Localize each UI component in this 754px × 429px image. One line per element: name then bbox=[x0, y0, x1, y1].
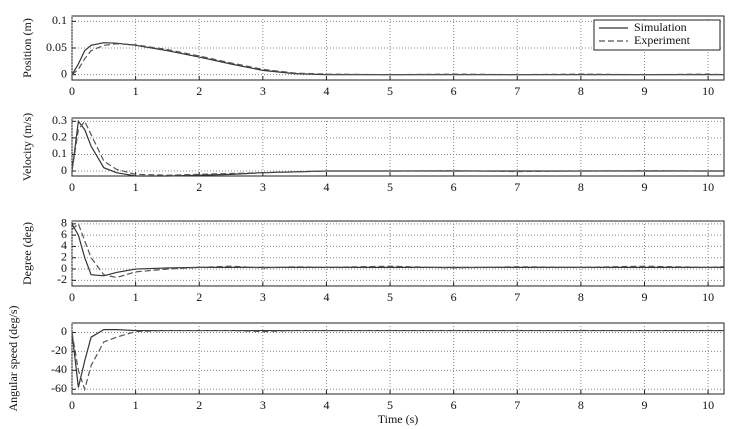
x-tick-label: 1 bbox=[133, 84, 139, 98]
y-tick-label: 0.3 bbox=[52, 113, 67, 127]
y-tick-label: 8 bbox=[61, 216, 67, 230]
x-tick-label: 4 bbox=[323, 398, 329, 412]
series-line bbox=[71, 119, 724, 177]
x-tick-label: 0 bbox=[69, 290, 75, 304]
x-tick-label: 6 bbox=[451, 290, 457, 304]
x-tick-label: 8 bbox=[578, 180, 584, 194]
x-tick-label: 9 bbox=[641, 290, 647, 304]
x-tick-label: 1 bbox=[133, 398, 139, 412]
x-tick-label: 4 bbox=[323, 180, 329, 194]
x-tick-label: 5 bbox=[387, 84, 393, 98]
y-tick-label: 0 bbox=[61, 261, 67, 275]
x-tick-label: 7 bbox=[514, 398, 520, 412]
x-tick-label: 0 bbox=[69, 398, 75, 412]
y-tick-label: -40 bbox=[51, 362, 67, 376]
x-tick-label: 2 bbox=[196, 84, 202, 98]
x-tick-label: 3 bbox=[260, 84, 266, 98]
plot-frame bbox=[71, 220, 725, 287]
x-tick-label: 5 bbox=[387, 290, 393, 304]
y-tick-label: 0.1 bbox=[52, 13, 67, 27]
x-tick-label: 2 bbox=[196, 180, 202, 194]
x-tick-label: 2 bbox=[196, 290, 202, 304]
x-tick-label: 6 bbox=[451, 84, 457, 98]
x-tick-label: 4 bbox=[323, 84, 329, 98]
x-tick-label: 3 bbox=[260, 290, 266, 304]
y-tick-label: 0 bbox=[61, 324, 67, 338]
x-tick-label: 3 bbox=[260, 398, 266, 412]
y-axis-label: Angular speed (deg/s) bbox=[6, 306, 20, 412]
series-line bbox=[71, 329, 724, 392]
x-tick-label: 3 bbox=[260, 180, 266, 194]
x-tick-label: 10 bbox=[702, 84, 714, 98]
y-tick-label: 4 bbox=[61, 238, 67, 252]
x-tick-label: 8 bbox=[578, 398, 584, 412]
x-tick-label: 7 bbox=[514, 180, 520, 194]
x-tick-label: 6 bbox=[451, 180, 457, 194]
legend-label: Experiment bbox=[634, 33, 691, 47]
x-tick-label: 6 bbox=[451, 398, 457, 412]
x-tick-label: 8 bbox=[578, 290, 584, 304]
x-tick-label: 1 bbox=[133, 290, 139, 304]
legend-box bbox=[593, 19, 721, 51]
legend-label: Simulation bbox=[634, 20, 687, 34]
y-tick-label: 0.2 bbox=[52, 130, 67, 144]
x-tick-label: 7 bbox=[514, 84, 520, 98]
x-tick-label: 8 bbox=[578, 84, 584, 98]
y-tick-label: -2 bbox=[57, 272, 67, 286]
series-line bbox=[71, 120, 724, 176]
plot-frame bbox=[71, 117, 725, 177]
series-line bbox=[71, 329, 724, 388]
series-line bbox=[71, 43, 725, 76]
y-axis-label: Position (m) bbox=[20, 18, 34, 78]
x-tick-label: 5 bbox=[387, 398, 393, 412]
x-tick-label: 9 bbox=[641, 84, 647, 98]
x-tick-label: 2 bbox=[196, 398, 202, 412]
x-tick-label: 4 bbox=[323, 290, 329, 304]
x-tick-label: 0 bbox=[69, 180, 75, 194]
x-tick-label: 9 bbox=[641, 398, 647, 412]
x-tick-label: 0 bbox=[69, 84, 75, 98]
y-tick-label: 0 bbox=[61, 163, 67, 177]
x-tick-label: 10 bbox=[702, 290, 714, 304]
plot-frame bbox=[71, 322, 725, 395]
y-tick-label: 2 bbox=[61, 249, 67, 263]
x-axis-label: Time (s) bbox=[378, 412, 419, 426]
y-tick-label: 0.05 bbox=[46, 40, 67, 54]
series-line bbox=[71, 222, 725, 279]
y-axis-label: Degree (deg) bbox=[20, 222, 34, 285]
x-tick-label: 10 bbox=[702, 398, 714, 412]
x-tick-label: 7 bbox=[514, 290, 520, 304]
x-tick-label: 1 bbox=[133, 180, 139, 194]
y-tick-label: -60 bbox=[51, 381, 67, 395]
x-tick-label: 9 bbox=[641, 180, 647, 194]
x-tick-label: 5 bbox=[387, 180, 393, 194]
y-tick-label: 6 bbox=[61, 227, 67, 241]
y-tick-label: 0.1 bbox=[52, 146, 67, 160]
y-axis-label: Velocity (m/s) bbox=[20, 113, 34, 181]
y-tick-label: 0 bbox=[61, 66, 67, 80]
y-tick-label: -20 bbox=[51, 343, 67, 357]
series-line bbox=[71, 223, 724, 277]
x-tick-label: 10 bbox=[702, 180, 714, 194]
